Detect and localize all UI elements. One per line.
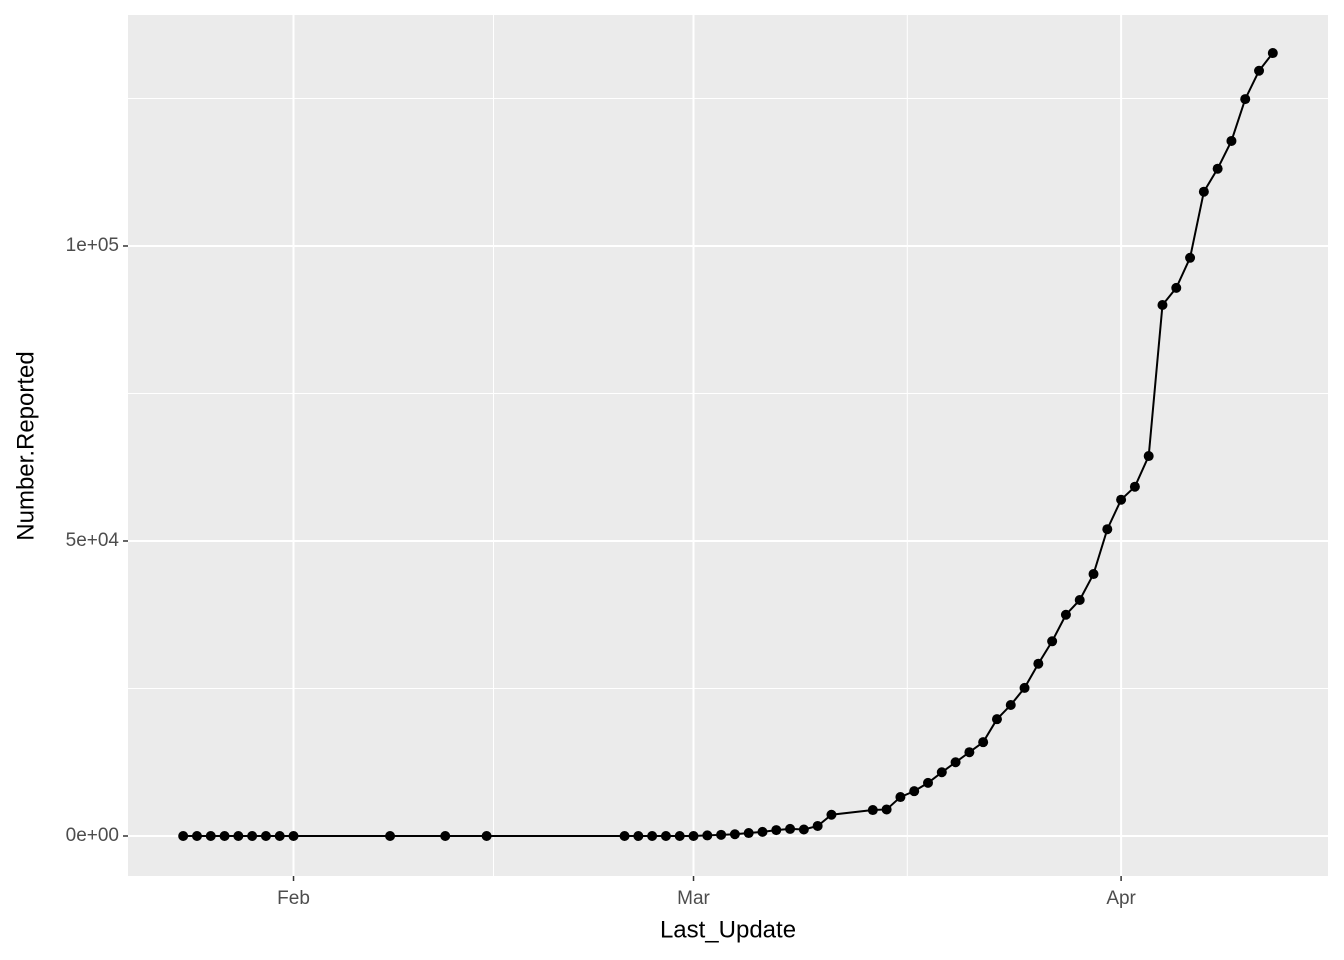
y-axis-title: Number.Reported <box>12 351 39 540</box>
y-tick-label: 0e+00 <box>66 825 119 846</box>
point <box>633 830 644 841</box>
point <box>260 830 271 841</box>
point <box>895 792 906 803</box>
point <box>1267 48 1278 59</box>
x-tick-label: Mar <box>677 888 710 909</box>
x-tick-label: Apr <box>1106 888 1136 909</box>
point <box>385 830 396 841</box>
point <box>674 830 685 841</box>
x-axis-title: Last_Update <box>660 916 796 943</box>
point <box>1005 700 1016 711</box>
point <box>233 830 244 841</box>
point <box>909 786 920 797</box>
point <box>1102 524 1113 535</box>
point <box>1157 299 1168 310</box>
point <box>481 830 492 841</box>
point <box>1240 94 1251 105</box>
point <box>1060 609 1071 620</box>
point <box>1171 282 1182 293</box>
point <box>619 830 630 841</box>
point <box>191 830 202 841</box>
point <box>991 714 1002 725</box>
point <box>1033 658 1044 669</box>
point <box>247 830 258 841</box>
point <box>743 828 754 839</box>
point <box>936 767 947 778</box>
point <box>274 830 285 841</box>
point <box>1198 186 1209 197</box>
point <box>978 737 989 748</box>
point <box>688 830 699 841</box>
point <box>219 830 230 841</box>
point <box>950 757 961 768</box>
point <box>1116 494 1127 505</box>
point <box>1088 569 1099 580</box>
point <box>1047 636 1058 647</box>
y-tick-label: 1e+05 <box>66 235 119 256</box>
point <box>1074 594 1085 605</box>
point <box>785 823 796 834</box>
point <box>1254 65 1265 76</box>
y-tick-label: 5e+04 <box>66 530 120 551</box>
point <box>702 830 713 841</box>
point <box>178 830 189 841</box>
point <box>716 829 727 840</box>
point <box>1185 252 1196 263</box>
point <box>812 820 823 831</box>
point <box>771 825 782 836</box>
point <box>647 830 658 841</box>
point <box>729 829 740 840</box>
point <box>205 830 216 841</box>
point <box>964 747 975 758</box>
point <box>1143 451 1154 462</box>
point <box>798 824 809 835</box>
point <box>288 830 299 841</box>
point <box>867 805 878 816</box>
point <box>826 809 837 820</box>
point <box>757 826 768 837</box>
point <box>923 777 933 788</box>
point <box>1129 481 1140 492</box>
point <box>1212 163 1223 174</box>
point <box>660 830 671 841</box>
panel <box>128 15 1328 876</box>
point <box>1019 682 1030 693</box>
point <box>1226 135 1237 146</box>
point <box>881 804 892 815</box>
line <box>183 52 1274 837</box>
x-tick-label: Feb <box>277 888 310 909</box>
point <box>440 830 451 841</box>
